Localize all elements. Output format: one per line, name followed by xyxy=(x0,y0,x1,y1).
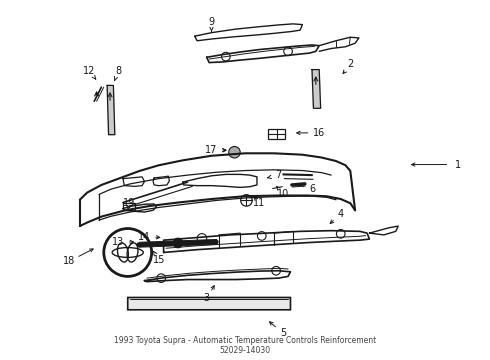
Circle shape xyxy=(173,238,183,248)
FancyBboxPatch shape xyxy=(128,297,291,310)
Bar xyxy=(268,129,285,139)
Text: 14: 14 xyxy=(138,231,150,242)
Text: 3: 3 xyxy=(204,293,210,303)
Text: 7: 7 xyxy=(275,170,282,180)
Text: 11: 11 xyxy=(253,198,266,208)
Text: 5: 5 xyxy=(280,328,287,338)
Bar xyxy=(123,203,135,210)
Text: 8: 8 xyxy=(115,66,121,76)
Text: 1: 1 xyxy=(455,159,461,170)
Text: 4: 4 xyxy=(338,209,344,219)
Text: 19: 19 xyxy=(123,198,135,208)
Text: 6: 6 xyxy=(309,184,315,194)
Text: 1993 Toyota Supra - Automatic Temperature Controls Reinforcement
52029-14030: 1993 Toyota Supra - Automatic Temperatur… xyxy=(114,336,376,355)
Text: 16: 16 xyxy=(313,128,325,138)
Text: 17: 17 xyxy=(205,145,218,156)
Polygon shape xyxy=(107,85,115,135)
Text: 9: 9 xyxy=(208,17,215,27)
Polygon shape xyxy=(312,69,320,108)
Text: 12: 12 xyxy=(83,66,96,76)
Circle shape xyxy=(229,147,240,158)
Text: 18: 18 xyxy=(63,256,75,266)
Text: 13: 13 xyxy=(112,237,124,247)
Text: 2: 2 xyxy=(347,59,353,69)
Text: 15: 15 xyxy=(153,255,165,265)
Text: 10: 10 xyxy=(277,189,290,199)
